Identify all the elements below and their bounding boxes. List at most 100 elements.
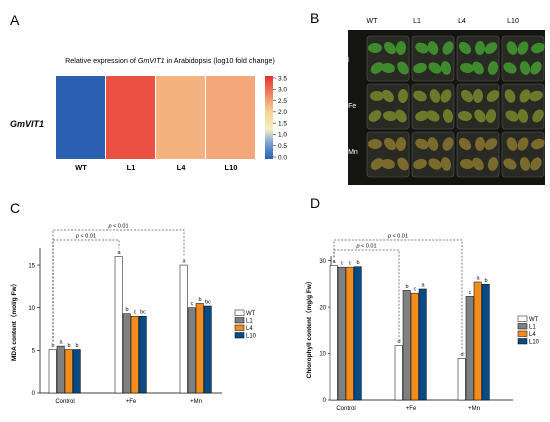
y-axis-label: Chlorophyll content（mg/g Fw） bbox=[305, 278, 313, 379]
heatmap-col-label: L10 bbox=[225, 163, 238, 172]
y-tick-label: 15 bbox=[28, 263, 35, 269]
legend-label: L4 bbox=[246, 326, 253, 332]
p-value-label: p < 0.01 bbox=[355, 244, 376, 250]
significance-letter: c bbox=[191, 301, 194, 307]
y-tick-label: 0 bbox=[323, 398, 327, 404]
bar-l10-control bbox=[72, 349, 81, 394]
plant-leaf bbox=[368, 43, 382, 53]
heatmap-chart: Relative expression of GmVIT1 in Arabido… bbox=[10, 56, 287, 172]
plant-leaf bbox=[426, 110, 440, 122]
photo-column-label: L10 bbox=[507, 18, 519, 25]
bar-wt-control bbox=[329, 265, 338, 401]
bar-l4-mn bbox=[195, 303, 204, 394]
plant-leaf bbox=[442, 41, 454, 55]
bar-l1-fe bbox=[122, 313, 131, 394]
plant-leaf bbox=[442, 137, 454, 151]
plant-leaf bbox=[397, 157, 409, 171]
significance-letter: c bbox=[349, 261, 352, 267]
heatmap-row-label: GmVIT1 bbox=[10, 119, 44, 129]
photo-column-label: WT bbox=[367, 18, 379, 25]
bar-l1-control bbox=[337, 266, 346, 401]
photo-column-label: L4 bbox=[458, 18, 466, 25]
colorbar-tick-label: 2.0 bbox=[278, 109, 287, 116]
bar-l1-mn bbox=[465, 296, 474, 401]
plant-leaf bbox=[395, 41, 407, 55]
bar-wt-control bbox=[48, 349, 57, 394]
photo-column-label: L1 bbox=[413, 18, 421, 25]
bar-l4-mn bbox=[473, 281, 482, 401]
plant-leaf bbox=[484, 138, 498, 150]
bar-wt-fe bbox=[394, 345, 403, 401]
panel-label-d: D bbox=[310, 195, 321, 211]
panel-label-c: C bbox=[10, 200, 21, 216]
p-value-label: p < 0.01 bbox=[107, 224, 128, 230]
significance-letter: b bbox=[67, 343, 70, 349]
plant-leaf bbox=[487, 61, 499, 75]
plant-photo: WT L1 L4 L10 N +Fe +Mn bbox=[340, 10, 545, 185]
plant-leaf bbox=[370, 158, 384, 170]
bar-l10-mn bbox=[203, 305, 212, 394]
plant-leaf bbox=[474, 109, 486, 123]
plant-leaf bbox=[505, 110, 519, 122]
significance-letter: bc bbox=[205, 300, 211, 306]
significance-letter: c bbox=[414, 287, 417, 293]
plant-leaf bbox=[503, 158, 517, 170]
legend-swatch bbox=[517, 330, 528, 337]
x-tick-label: +Fe bbox=[126, 399, 137, 405]
p-value-label: p < 0.01 bbox=[75, 234, 96, 240]
bar-wt-mn bbox=[179, 264, 188, 394]
significance-letter: c bbox=[341, 261, 344, 267]
legend-label: WT bbox=[529, 317, 539, 323]
photo-row-label: +Fe bbox=[344, 103, 356, 110]
significance-letter: b bbox=[484, 278, 487, 284]
plant-leaf bbox=[427, 137, 439, 151]
plant-leaf bbox=[531, 138, 545, 150]
significance-bracket bbox=[333, 239, 463, 351]
x-tick-label: +Fe bbox=[406, 406, 417, 412]
colorbar-tick-label: 2.5 bbox=[278, 98, 287, 105]
plant-leaf bbox=[529, 90, 543, 102]
bar-l4-fe bbox=[410, 292, 419, 401]
plant-leaf bbox=[532, 109, 544, 123]
x-tick-label: Control bbox=[336, 406, 355, 412]
p-value-label: p < 0.01 bbox=[387, 234, 408, 240]
bar-l1-fe bbox=[402, 290, 411, 401]
bar-l10-fe bbox=[418, 288, 427, 401]
plant-leaf bbox=[460, 89, 474, 103]
bar-l4-fe bbox=[130, 315, 139, 394]
heatmap-title: Relative expression of GmVIT1 in Arabido… bbox=[65, 56, 275, 65]
y-tick-label: 5 bbox=[32, 349, 36, 355]
bar-wt-fe bbox=[114, 256, 123, 394]
significance-letter: c bbox=[134, 310, 137, 316]
heatmap-cell-l4 bbox=[156, 76, 205, 159]
legend-label: L1 bbox=[246, 319, 253, 325]
bar-l1-mn bbox=[187, 307, 196, 394]
plant-leaf bbox=[530, 61, 542, 75]
plant-leaf bbox=[397, 61, 409, 75]
plant-leaf bbox=[504, 89, 516, 103]
plant-leaf bbox=[381, 62, 395, 74]
plant-leaf bbox=[506, 137, 518, 151]
plant-leaf bbox=[486, 90, 500, 102]
plant-leaf bbox=[530, 157, 542, 171]
significance-letter: a bbox=[476, 276, 480, 282]
panel-label-b: B bbox=[310, 10, 320, 26]
plant-leaf bbox=[458, 110, 472, 122]
significance-letter: b bbox=[356, 260, 359, 266]
plant-leaf bbox=[485, 109, 497, 123]
plant-leaf bbox=[503, 62, 517, 74]
plant-leaf bbox=[428, 62, 442, 74]
significance-letter: a bbox=[421, 282, 425, 288]
plant-leaf bbox=[440, 157, 452, 171]
bar-l10-mn bbox=[481, 284, 490, 401]
heatmap-title-prefix: Relative expression of bbox=[65, 56, 138, 65]
plant-leaf bbox=[383, 110, 397, 122]
colorbar-tick-label: 0.0 bbox=[278, 154, 287, 161]
legend-swatch bbox=[517, 315, 528, 322]
heatmap-colorbar bbox=[265, 76, 273, 159]
bar-l10-control bbox=[353, 266, 362, 401]
significance-letter: a bbox=[117, 250, 121, 256]
plant-leaf bbox=[472, 61, 484, 75]
x-tick-label: +Mn bbox=[190, 399, 202, 405]
